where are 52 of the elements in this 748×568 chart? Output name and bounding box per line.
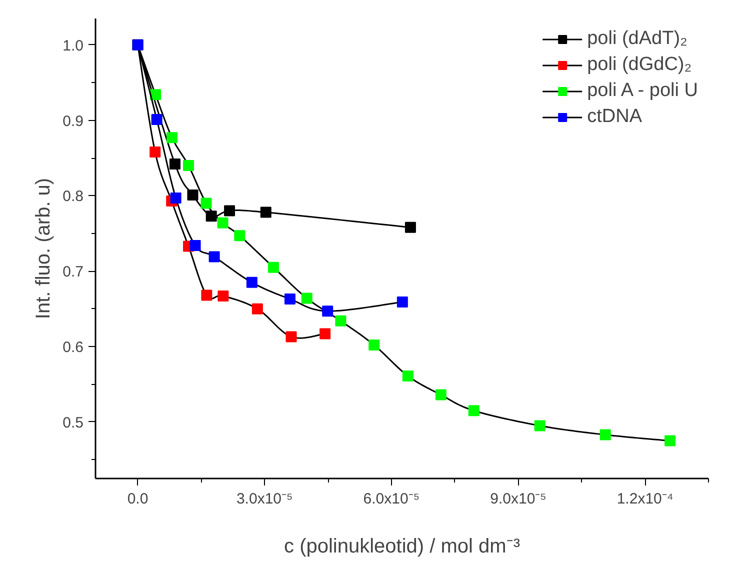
point	[286, 331, 297, 342]
y-axis-title: Int. fluo. (arb. u)	[32, 178, 55, 320]
point	[284, 294, 296, 305]
point	[151, 114, 162, 126]
legend-label: poli (dGdC)₂	[587, 54, 692, 76]
point	[190, 240, 201, 251]
point	[200, 198, 212, 209]
point	[404, 222, 416, 233]
point	[150, 146, 161, 158]
point	[368, 340, 380, 351]
point	[435, 389, 446, 400]
y-tick-label: 0.6	[62, 339, 84, 356]
y-tick-label: 0.5	[62, 414, 84, 432]
y-tick-label: 0.8	[62, 188, 84, 206]
y-tick-label: 1.0	[62, 37, 84, 54]
point	[534, 420, 546, 432]
x-axis-title: c (polinukleotid) / mol dm⁻³	[284, 536, 520, 558]
x-tick-label: 0.0	[127, 490, 148, 508]
point	[246, 276, 258, 288]
y-tick-label: 0.9	[62, 112, 84, 130]
point	[322, 306, 334, 317]
point	[150, 89, 162, 100]
point	[208, 251, 220, 262]
x-tick-label: 9.0x10⁻⁵	[490, 490, 546, 508]
point	[218, 290, 229, 302]
point	[187, 189, 198, 200]
point	[201, 290, 212, 301]
point	[217, 217, 228, 228]
legend-label: ctDNA	[587, 106, 642, 128]
point	[234, 230, 246, 242]
point	[183, 160, 194, 172]
x-tick-label: 1.2x10⁻⁴	[616, 490, 674, 508]
point	[224, 205, 236, 216]
point	[468, 405, 480, 416]
x-tick-label: 3.0x10⁻⁵	[236, 490, 293, 508]
point	[320, 328, 331, 340]
x-tick-label: 6.0x10⁻⁵	[363, 490, 420, 508]
point	[170, 192, 182, 204]
point	[402, 370, 414, 382]
point	[301, 292, 312, 304]
point	[600, 429, 611, 440]
point	[260, 206, 272, 218]
point	[335, 315, 346, 326]
point	[396, 296, 408, 308]
point	[664, 435, 676, 446]
point	[169, 158, 180, 170]
point	[252, 303, 263, 314]
legend-label: poli (dAdT)₂	[587, 28, 688, 50]
point	[268, 262, 279, 273]
legend-label: poli A - poli U	[587, 80, 698, 102]
point	[166, 132, 178, 144]
y-tick-label: 0.7	[62, 264, 84, 281]
